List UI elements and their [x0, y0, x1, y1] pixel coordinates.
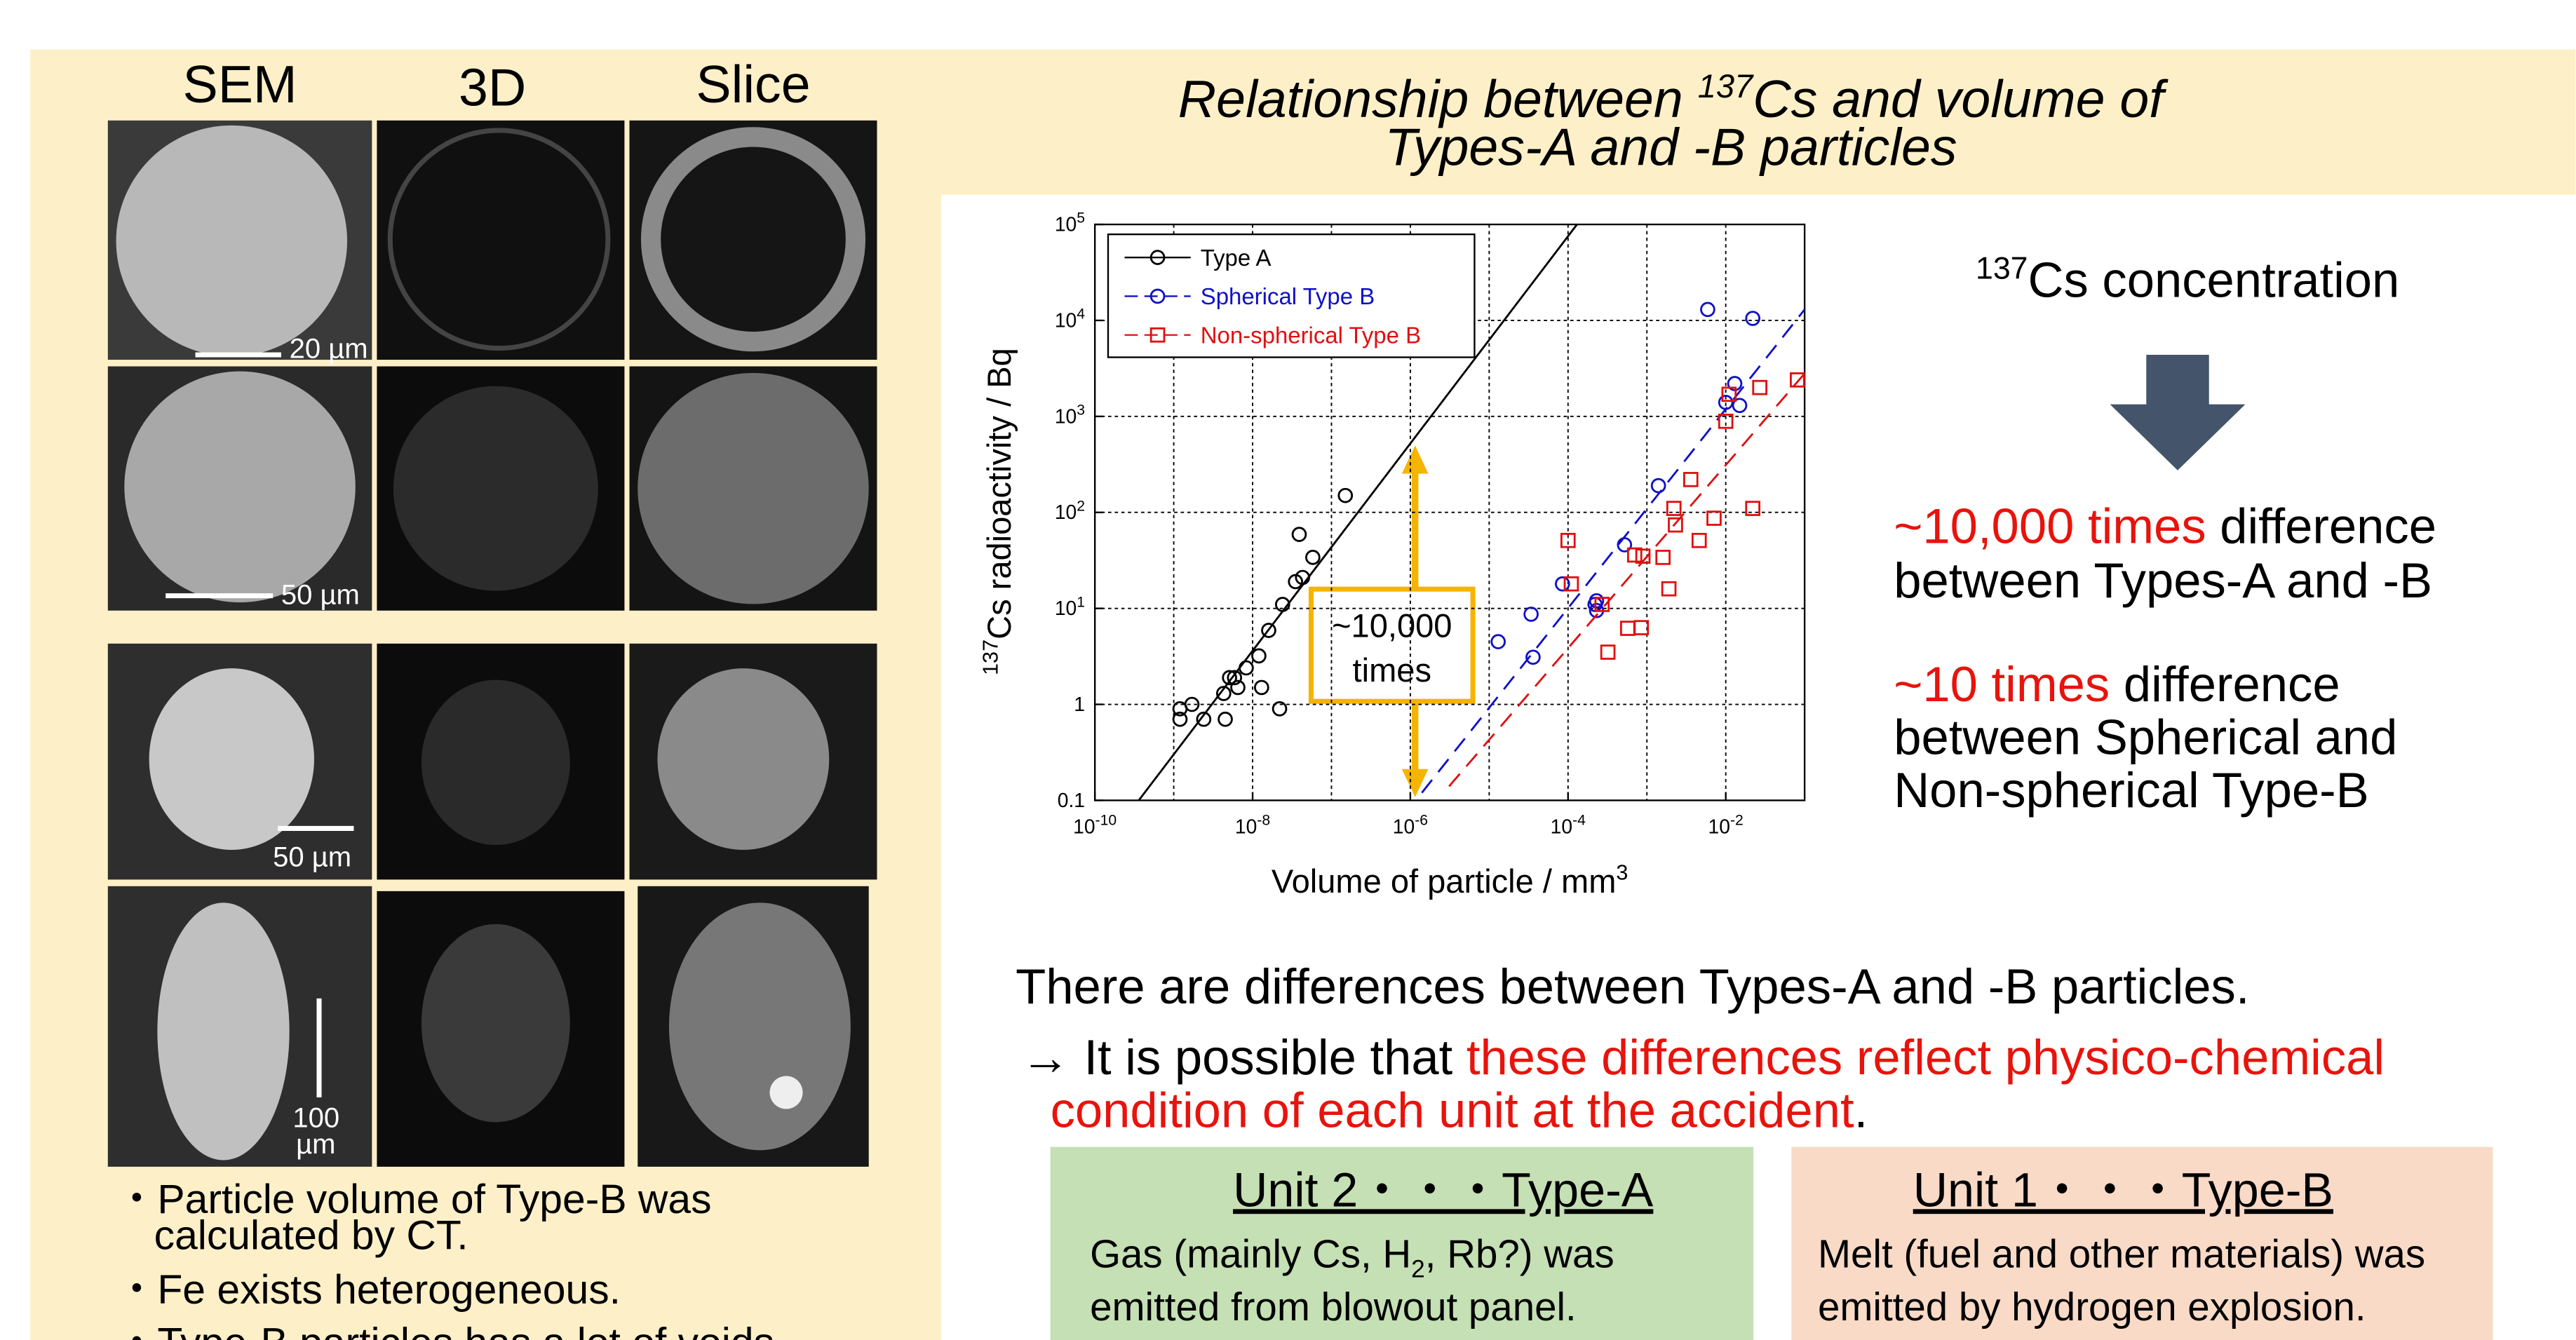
- micrographs: [108, 121, 877, 1167]
- x-tick-label: -10: [1095, 813, 1117, 829]
- image-particle: [669, 902, 851, 1150]
- conclusion: → It is possible that: [1020, 1029, 1466, 1085]
- x-tick-label: -8: [1257, 813, 1270, 829]
- y-tick-label: 10: [1055, 597, 1077, 619]
- chart-title: 137: [1698, 67, 1754, 104]
- image-particle: [422, 680, 570, 845]
- scale-label: µm: [296, 1129, 335, 1160]
- y-tick-label: 10: [1055, 309, 1077, 331]
- x-tick-label: 10: [1708, 815, 1730, 837]
- y-tick-label: 10: [1055, 405, 1077, 427]
- scale-label: 50 µm: [281, 579, 360, 610]
- column-header: SEM: [182, 55, 297, 114]
- image-particle: [149, 668, 314, 850]
- x-axis-label: Volume of particle / mm3: [1272, 860, 1628, 900]
- image-particle: [422, 924, 570, 1122]
- bullet: calculated by CT.: [154, 1213, 468, 1259]
- column-header: Slice: [696, 55, 810, 114]
- image-particle: [393, 386, 598, 591]
- image: [629, 121, 877, 360]
- unit-body: emitted from blowout panel.: [1090, 1285, 1577, 1329]
- annotation: times: [1353, 651, 1431, 689]
- conclusion-highlight: condition of each unit at the accident: [1051, 1082, 1854, 1137]
- chart-title: Types-A and -B particles: [1384, 117, 1957, 176]
- left-panel: SEM 3D Slice: [108, 55, 877, 1340]
- unit-title: Unit 1・・・Type-B: [1913, 1163, 2333, 1217]
- conclusion: → It is possible that these differences …: [1020, 1029, 2385, 1085]
- image-particle: [657, 668, 829, 850]
- side-point: ~10,000 times difference: [1894, 498, 2436, 553]
- y-tick-label: 3: [1077, 402, 1085, 418]
- side-heading: Cs concentration: [2028, 252, 2400, 308]
- annotation: ~10,000: [1332, 607, 1452, 644]
- y-axis-label: 137Cs radioactivity / Bq: [978, 348, 1018, 675]
- side-point: Non-spherical Type-B: [1894, 762, 2369, 818]
- unit-title: Unit 2・・・Type-A: [1233, 1163, 1654, 1217]
- side-point: between Spherical and: [1894, 710, 2397, 765]
- y-axis-label: 137: [978, 639, 1002, 675]
- y-tick-label: 0.1: [1058, 789, 1085, 811]
- slide: SEM 3D Slice: [0, 0, 2576, 1340]
- x-tick-label: 10: [1235, 815, 1257, 837]
- conclusion: condition of each unit at the accident.: [1051, 1082, 1868, 1137]
- side-highlight: ~10,000 times: [1894, 498, 2206, 553]
- conclusion-highlight: these differences reflect physico-chemic…: [1466, 1029, 2385, 1085]
- side-heading: 137Cs concentration: [1976, 252, 2399, 308]
- x-tick-label: 10: [1393, 815, 1415, 837]
- conclusion: There are differences between Types-A an…: [1016, 959, 2249, 1014]
- image: [377, 121, 624, 360]
- x-axis-label: 3: [1616, 860, 1628, 884]
- unit-body: Melt (fuel and other materials) was: [1818, 1231, 2425, 1275]
- unit-body: 2: [1411, 1256, 1425, 1283]
- unit-body: , Rb?) was: [1425, 1231, 1614, 1275]
- image-particle: [770, 1076, 803, 1109]
- bullet: ・Type-B particles has a lot of voids.: [116, 1320, 786, 1340]
- column-header: 3D: [459, 58, 526, 117]
- y-axis-label: Cs radioactivity / Bq: [980, 348, 1018, 639]
- x-axis-label: Volume of particle / mm: [1272, 862, 1617, 900]
- legend-label: Non-spherical Type B: [1201, 323, 1421, 348]
- x-tick-label: 10: [1073, 815, 1095, 837]
- bullet: ・Fe exists heterogeneous.: [116, 1267, 621, 1313]
- x-tick-label: -2: [1730, 813, 1744, 829]
- y-tick-label: 2: [1077, 498, 1085, 514]
- image-particle: [116, 126, 347, 356]
- y-tick-label: 1: [1077, 594, 1085, 610]
- unit-body: emitted by hydrogen explosion.: [1818, 1285, 2366, 1329]
- image-particle: [157, 902, 289, 1160]
- y-tick-label: 10: [1055, 212, 1077, 235]
- unit-body: Gas (mainly Cs, H: [1090, 1231, 1411, 1275]
- legend-label: Spherical Type B: [1201, 283, 1375, 309]
- unit-body: Gas (mainly Cs, H2, Rb?) was: [1090, 1231, 1614, 1283]
- legend-label: Type A: [1201, 245, 1272, 271]
- side-heading: 137: [1976, 252, 2028, 286]
- image-particle: [638, 373, 868, 604]
- side-point: difference: [2206, 498, 2436, 553]
- x-tick-label: -4: [1572, 813, 1586, 829]
- scale-label: 50 µm: [273, 842, 351, 873]
- image-particle: [124, 372, 355, 602]
- side-point: difference: [2110, 656, 2340, 712]
- side-point: between Types-A and -B: [1894, 553, 2432, 608]
- x-tick-label: 10: [1551, 815, 1572, 837]
- side-point: ~10 times difference: [1894, 656, 2340, 712]
- y-tick-label: 4: [1077, 306, 1085, 323]
- scale-label: 20 µm: [290, 334, 368, 365]
- conclusion: .: [1854, 1082, 1868, 1137]
- y-tick-label: 1: [1074, 693, 1085, 715]
- y-tick-label: 5: [1077, 210, 1085, 226]
- y-tick-label: 10: [1055, 501, 1077, 523]
- side-highlight: ~10 times: [1894, 656, 2110, 712]
- x-tick-label: -6: [1415, 813, 1428, 829]
- down-arrow: [2146, 355, 2209, 407]
